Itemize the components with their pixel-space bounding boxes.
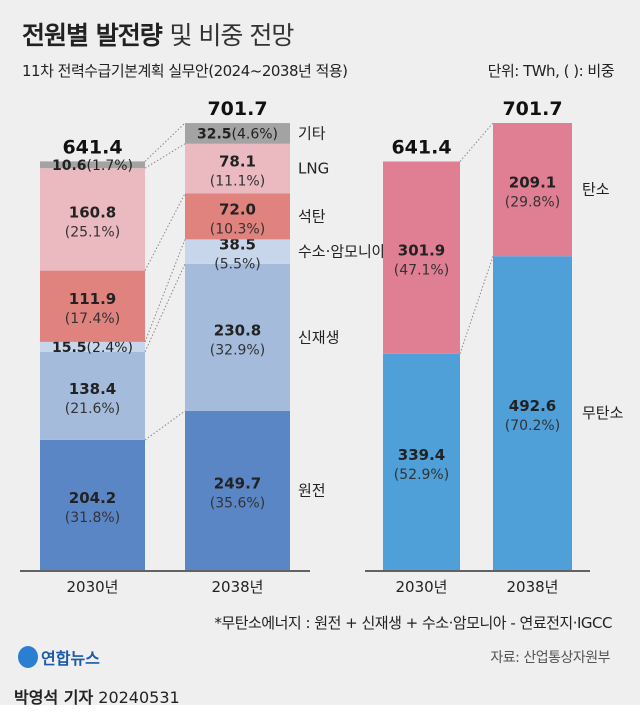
data-label-share: (25.1%) (65, 224, 120, 240)
connector-line (144, 239, 186, 343)
series-label: 석탄 (298, 207, 326, 225)
data-label-share: (11.1%) (210, 174, 265, 190)
bar-segment-수소·암모니아 (185, 239, 290, 264)
series-label: 수소·암모니아 (298, 243, 386, 261)
data-label-share: (32.9%) (210, 342, 265, 358)
byline: 박영석 기자 20240531 (14, 688, 180, 707)
data-label-share: (29.8%) (505, 195, 560, 211)
series-label: 신재생 (298, 328, 339, 346)
data-label-value: 78.1 (219, 153, 256, 171)
bar-segment-무탄소 (383, 353, 460, 570)
data-label-share: (70.2%) (505, 418, 560, 434)
bar-segment-기타 (185, 123, 290, 144)
series-label: 탄소 (582, 181, 610, 199)
bar-segment-LNG (40, 168, 145, 271)
data-label-value: 138.4 (69, 380, 116, 398)
data-label-share: (5.5%) (214, 257, 261, 273)
logo-icon (18, 646, 38, 668)
connector-line (144, 263, 186, 352)
source: 자료: 산업통상자원부 (490, 650, 610, 666)
data-label-value: 209.1 (509, 174, 556, 192)
series-label: 기타 (298, 124, 326, 142)
data-label-value: 38.5 (219, 236, 256, 254)
unit-label: 단위: TWh, ( ): 비중 (487, 62, 615, 80)
data-label: 32.5(4.6%) (197, 126, 278, 142)
data-label-value: 111.9 (69, 290, 116, 308)
connector-line (144, 122, 186, 162)
data-label: 15.5(2.4%) (52, 340, 133, 356)
bar-segment-원전 (40, 439, 145, 570)
logo: 연합뉴스 (18, 645, 100, 669)
connector-line (459, 122, 494, 162)
data-label: 10.6(1.7%) (52, 158, 133, 174)
data-label-value: 72.0 (219, 200, 256, 218)
bar-segment-수소·암모니아 (40, 341, 145, 352)
data-label-share: (17.4%) (65, 311, 120, 327)
connector-line (144, 143, 186, 169)
bar-segment-LNG (185, 143, 290, 194)
bar-segment-신재생 (40, 351, 145, 440)
x-tick-label: 2030년 (67, 578, 119, 596)
data-label-value: 301.9 (398, 242, 445, 260)
data-label-value: 230.8 (214, 321, 261, 339)
total-label: 701.7 (502, 98, 562, 120)
bar-segment-무탄소 (493, 256, 572, 570)
footnote: *무탄소에너지 : 원전 + 신재생 + 수소·암모니아 - 연료전지·IGCC (214, 614, 612, 632)
data-label-value: 249.7 (214, 474, 261, 492)
chart-title: 전원별 발전량 및 비중 전망 (22, 21, 294, 50)
total-label: 701.7 (207, 98, 267, 120)
data-label-share: (21.6%) (65, 401, 120, 417)
data-label-share: (35.6%) (210, 495, 265, 511)
data-label-share: (52.9%) (394, 467, 449, 483)
data-label-share: (47.1%) (394, 263, 449, 279)
data-label-value: 492.6 (509, 397, 556, 415)
data-label-value: 204.2 (69, 489, 116, 507)
connector-line (144, 193, 186, 271)
total-label: 641.4 (391, 136, 451, 158)
bar-segment-탄소 (493, 123, 572, 257)
series-label: 무탄소 (582, 404, 624, 422)
series-label: 원전 (298, 481, 326, 499)
series-label: LNG (298, 160, 329, 178)
data-label-value: 160.8 (69, 203, 116, 221)
total-label: 641.4 (62, 136, 122, 158)
x-tick-label: 2038년 (212, 578, 264, 596)
x-tick-label: 2038년 (507, 578, 559, 596)
bar-segment-신재생 (185, 263, 290, 411)
bar-segment-석탄 (40, 270, 145, 342)
bar-segment-원전 (185, 410, 290, 570)
chart-subtitle: 11차 전력수급기본계획 실무안(2024~2038년 적용) (22, 62, 348, 80)
bar-segment-석탄 (185, 193, 290, 240)
data-label-value: 339.4 (398, 446, 445, 464)
bar-segment-탄소 (383, 161, 460, 354)
data-label-share: (31.8%) (65, 510, 120, 526)
x-tick-label: 2030년 (396, 578, 448, 596)
connector-line (459, 256, 494, 354)
bar-segment-기타 (40, 161, 145, 169)
data-label-share: (10.3%) (210, 221, 265, 237)
connector-line (144, 410, 186, 441)
